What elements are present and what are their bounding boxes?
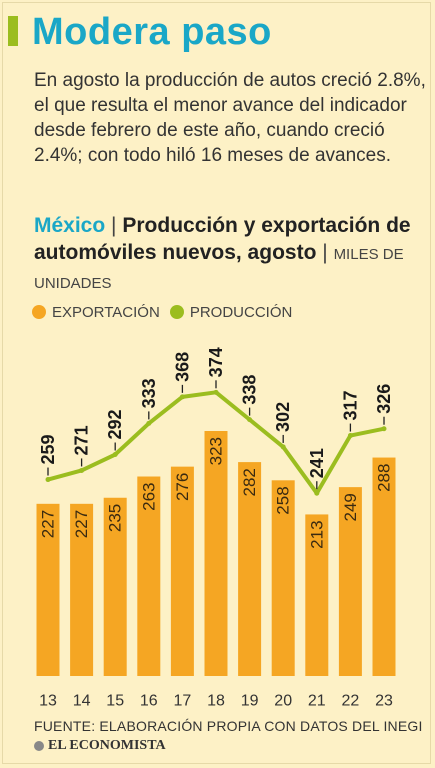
infographic-frame bbox=[2, 2, 431, 764]
point-produccion-15 bbox=[112, 452, 118, 458]
brand-name: EL ECONOMISTA bbox=[48, 738, 166, 753]
point-label-produccion-18: 374 bbox=[206, 347, 226, 377]
x-tick-15: 15 bbox=[106, 693, 124, 710]
point-label-produccion-13: 259 bbox=[38, 434, 58, 464]
point-produccion-19 bbox=[247, 417, 253, 423]
x-tick-16: 16 bbox=[140, 693, 158, 710]
legend-label-produccion: PRODUCCIÓN bbox=[189, 303, 293, 321]
lede-text: En agosto la producción de autos creció … bbox=[34, 70, 426, 166]
chart-title-country: México bbox=[34, 214, 106, 237]
bar-exportacion-21 bbox=[305, 514, 329, 676]
brand-mark-icon bbox=[34, 741, 44, 751]
point-label-produccion-22: 317 bbox=[340, 391, 360, 421]
chart-legend: EXPORTACIÓN PRODUCCIÓN bbox=[32, 302, 292, 322]
bar-exportacion-22 bbox=[338, 487, 362, 676]
x-tick-14: 14 bbox=[73, 693, 91, 710]
point-label-produccion-19: 338 bbox=[240, 375, 260, 405]
brand-logo: EL ECONOMISTA bbox=[34, 738, 166, 754]
title-accent-bar bbox=[8, 16, 18, 46]
bar-label-exportacion-23: 288 bbox=[375, 464, 394, 492]
legend-label-exportacion: EXPORTACIÓN bbox=[52, 303, 160, 321]
x-tick-18: 18 bbox=[207, 693, 225, 710]
bar-exportacion-13 bbox=[36, 503, 60, 676]
point-label-produccion-21: 241 bbox=[307, 448, 327, 478]
bar-label-exportacion-17: 276 bbox=[173, 473, 192, 501]
bar-exportacion-14 bbox=[70, 503, 94, 676]
bar-exportacion-16 bbox=[137, 476, 161, 676]
chart-units-separator: | bbox=[322, 241, 328, 264]
bar-exportacion-20 bbox=[271, 480, 295, 676]
point-label-produccion-14: 271 bbox=[72, 425, 92, 455]
chart-units: MILES DE UNIDADES bbox=[34, 246, 404, 292]
bar-exportacion-23 bbox=[372, 457, 396, 676]
x-tick-20: 20 bbox=[274, 693, 292, 710]
bar-label-exportacion-14: 227 bbox=[72, 510, 91, 538]
point-label-produccion-16: 333 bbox=[139, 378, 159, 408]
point-produccion-13 bbox=[45, 477, 51, 483]
point-produccion-16 bbox=[146, 420, 152, 426]
legend-dot-produccion bbox=[169, 305, 184, 319]
bar-label-exportacion-18: 323 bbox=[207, 437, 226, 465]
page-title: Modera paso bbox=[32, 11, 272, 53]
point-label-produccion-15: 292 bbox=[105, 409, 125, 439]
bar-label-exportacion-20: 258 bbox=[274, 486, 293, 514]
bar-exportacion-19 bbox=[238, 462, 262, 676]
point-produccion-17 bbox=[179, 394, 185, 400]
point-label-produccion-23: 326 bbox=[374, 384, 394, 414]
bar-label-exportacion-13: 227 bbox=[39, 510, 58, 538]
x-tick-23: 23 bbox=[375, 693, 393, 710]
point-label-produccion-20: 302 bbox=[273, 402, 293, 432]
point-produccion-22 bbox=[347, 433, 353, 439]
bar-exportacion-18 bbox=[204, 431, 228, 676]
legend-item-produccion: PRODUCCIÓN bbox=[169, 303, 293, 321]
bar-label-exportacion-15: 235 bbox=[106, 504, 125, 532]
source-note: FUENTE: ELABORACIÓN PROPIA CON DATOS DEL… bbox=[34, 718, 423, 734]
bar-label-exportacion-22: 249 bbox=[341, 493, 360, 521]
legend-item-exportacion: EXPORTACIÓN bbox=[32, 304, 160, 321]
point-produccion-20 bbox=[280, 444, 286, 450]
point-produccion-18 bbox=[213, 389, 219, 395]
point-produccion-14 bbox=[79, 467, 85, 473]
bar-exportacion-17 bbox=[170, 466, 194, 676]
x-tick-21: 21 bbox=[308, 693, 326, 710]
x-tick-13: 13 bbox=[39, 693, 57, 710]
chart-title: México | Producción y exportación de aut… bbox=[34, 212, 429, 297]
chart-title-separator: | bbox=[111, 214, 117, 237]
bar-exportacion-15 bbox=[103, 497, 127, 676]
bar-label-exportacion-19: 282 bbox=[240, 468, 259, 496]
x-tick-22: 22 bbox=[342, 693, 360, 710]
x-tick-17: 17 bbox=[174, 693, 192, 710]
legend-dot-exportacion bbox=[32, 305, 46, 319]
point-produccion-21 bbox=[314, 490, 320, 496]
chart-title-text: Producción y exportación de automóviles … bbox=[34, 214, 411, 264]
x-tick-19: 19 bbox=[241, 693, 259, 710]
point-produccion-23 bbox=[381, 426, 387, 432]
point-label-produccion-17: 368 bbox=[172, 352, 192, 382]
bar-label-exportacion-21: 213 bbox=[307, 520, 326, 548]
bar-label-exportacion-16: 263 bbox=[139, 483, 158, 511]
